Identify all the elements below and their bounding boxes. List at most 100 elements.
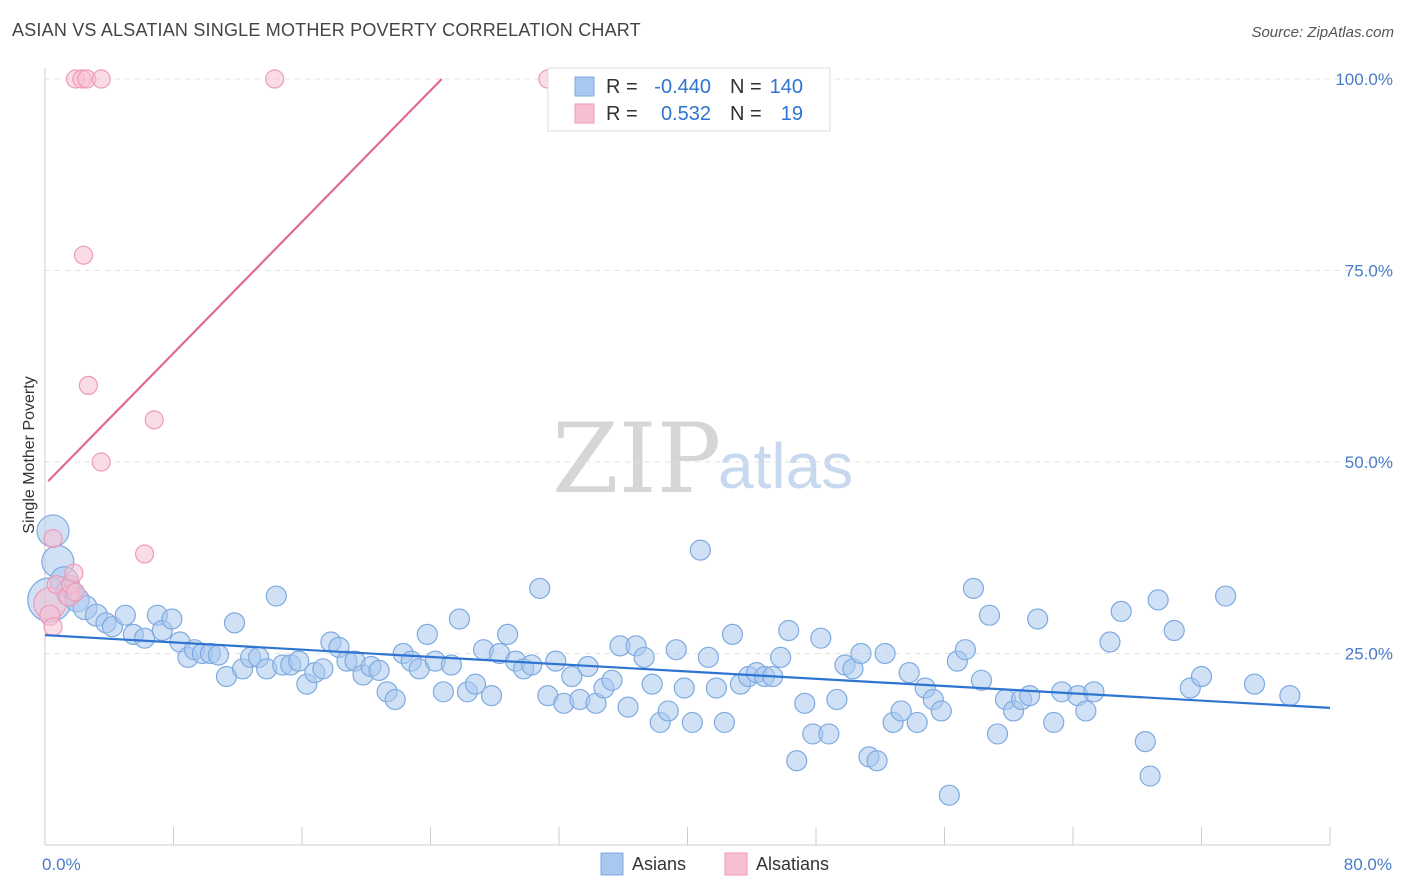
trend-lines	[44, 78, 1331, 709]
alsatians-point	[43, 617, 63, 637]
asians-point	[850, 642, 872, 665]
asians-point	[874, 642, 896, 665]
asians-point	[312, 658, 334, 680]
asians-point	[818, 723, 840, 745]
asians-point	[521, 654, 543, 676]
asians-point	[223, 612, 246, 634]
asians-point	[1214, 585, 1237, 607]
legend-r-value-asians: -0.440	[654, 76, 711, 98]
bottom-legend-swatch-alsatians	[724, 852, 748, 876]
asians-trend-line	[44, 634, 1331, 709]
series-legend: Asians Alsatians	[600, 852, 829, 876]
asians-point	[705, 677, 728, 699]
asians-point	[617, 696, 639, 718]
asians-point	[1147, 589, 1169, 611]
x-tick-label-min: 0.0%	[42, 855, 81, 874]
alsatians-point	[265, 69, 285, 89]
asians-point	[1083, 681, 1105, 703]
asians-point	[786, 750, 808, 772]
series-alsatians-points	[33, 69, 558, 637]
asians-point	[114, 604, 136, 626]
legend-swatch-alsatians	[574, 103, 595, 124]
legend-n-value-asians: 140	[770, 76, 803, 98]
asians-point	[545, 650, 567, 672]
asians-point	[1139, 765, 1161, 787]
asians-point	[810, 627, 832, 649]
watermark-zip: ZIP	[552, 403, 721, 515]
asians-point	[440, 654, 462, 676]
stats-legend-box	[547, 67, 831, 132]
asians-point	[657, 700, 679, 722]
asians-point	[930, 700, 952, 722]
asians-point	[697, 646, 719, 668]
alsatians-point	[134, 544, 155, 564]
asians-point	[601, 669, 623, 691]
asians-point	[288, 650, 310, 672]
gridlines	[45, 78, 1392, 654]
asians-point	[633, 646, 655, 668]
asians-point	[561, 665, 583, 688]
watermark-atlas: atlas	[718, 430, 853, 502]
bottom-legend-swatch-asians	[600, 852, 624, 876]
data-points	[27, 69, 1301, 806]
asians-point	[641, 673, 663, 695]
asians-point	[713, 711, 736, 734]
asians-point	[1019, 685, 1041, 707]
axes	[44, 68, 1331, 846]
asians-point	[898, 662, 920, 684]
asians-point	[416, 623, 438, 645]
alsatians-trend-line	[47, 78, 443, 482]
asians-point	[986, 723, 1009, 745]
y-tick-label: 75.0%	[1345, 262, 1393, 281]
chart-title: ASIAN VS ALSATIAN SINGLE MOTHER POVERTY …	[12, 20, 641, 40]
asians-point	[938, 784, 960, 806]
asians-point	[962, 577, 985, 599]
legend-n-value-alsatians: 19	[781, 103, 803, 125]
legend-n-label-alsatians: N =	[730, 103, 762, 125]
asians-point	[1134, 730, 1156, 753]
asians-point	[954, 639, 976, 661]
watermark: ZIP atlas	[552, 403, 853, 515]
alsatians-point	[43, 528, 63, 549]
asians-point	[384, 688, 406, 711]
y-tick-labels: 25.0% 50.0% 75.0% 100.0%	[1335, 70, 1393, 664]
legend-r-label-asians: R =	[606, 76, 638, 98]
asians-point	[265, 585, 287, 607]
asians-point	[448, 608, 471, 630]
asians-point	[1027, 608, 1049, 630]
asians-point	[778, 619, 800, 642]
asians-point	[1190, 665, 1213, 688]
asians-point	[890, 700, 912, 722]
asians-point	[1163, 619, 1185, 642]
asians-point	[432, 681, 454, 703]
alsatians-point	[91, 452, 111, 472]
bottom-legend-label-alsatians: Alsatians	[756, 854, 829, 874]
asians-point	[665, 639, 687, 661]
series-asians-points	[27, 514, 1301, 806]
alsatians-point	[64, 563, 84, 583]
asians-point	[794, 692, 816, 714]
asians-point	[1279, 685, 1301, 707]
asians-point	[497, 623, 519, 645]
asians-point	[770, 646, 792, 668]
y-tick-label: 25.0%	[1345, 645, 1393, 664]
asians-point	[826, 688, 848, 711]
alsatians-point	[65, 582, 86, 602]
alsatians-point	[144, 410, 164, 430]
y-tick-label: 100.0%	[1335, 70, 1393, 89]
asians-point	[161, 608, 183, 630]
alsatians-point	[73, 245, 94, 265]
asians-point	[673, 677, 695, 699]
asians-point	[1043, 711, 1065, 734]
stats-legend: R = -0.440 N = 140 R = 0.532 N = 19	[547, 67, 831, 132]
asians-point	[681, 711, 703, 734]
asians-point	[906, 711, 928, 734]
asians-point	[1243, 673, 1266, 695]
bottom-legend-label-asians: Asians	[632, 854, 686, 874]
alsatians-point	[78, 375, 98, 395]
y-axis-title: Single Mother Poverty	[21, 376, 38, 533]
y-tick-label: 50.0%	[1345, 453, 1393, 472]
chart-source: Source: ZipAtlas.com	[1251, 24, 1394, 41]
legend-n-label-asians: N =	[730, 76, 762, 98]
